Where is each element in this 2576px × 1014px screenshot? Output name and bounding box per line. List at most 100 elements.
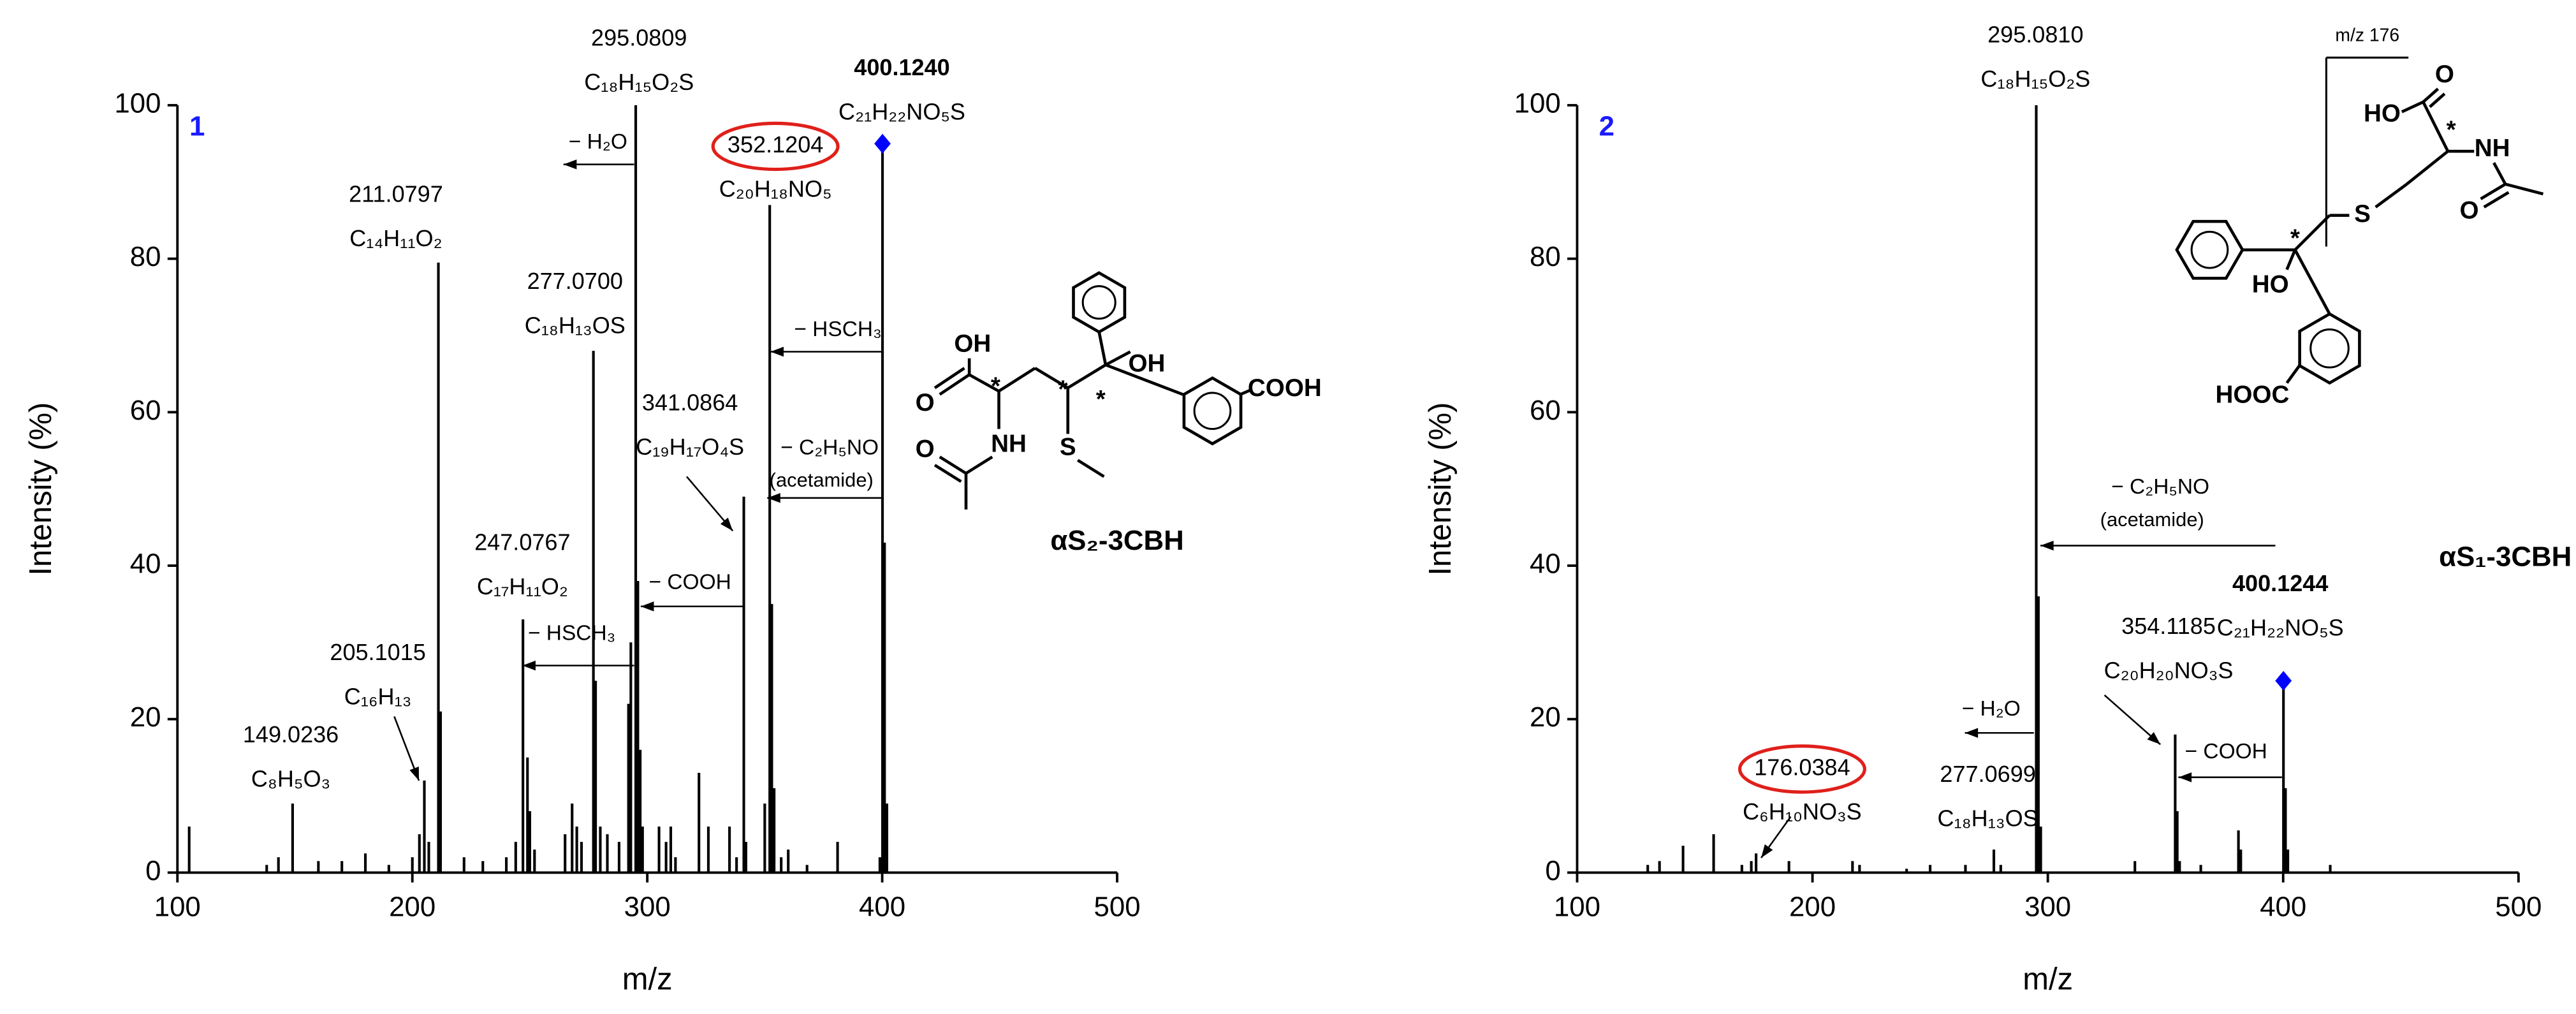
peak-pointer-head (1761, 844, 1773, 858)
atom-label: O (2435, 61, 2454, 88)
atom-label: * (1058, 376, 1067, 404)
peak-mz-label: 205.1015 (330, 639, 425, 665)
y-tick-label: 60 (1530, 395, 1561, 426)
precursor-marker (874, 133, 891, 154)
atom-label: HO (2364, 100, 2401, 128)
aromatic-circle (2309, 328, 2350, 369)
panel-label: 1 (189, 111, 205, 142)
x-tick-label: 400 (2260, 892, 2306, 923)
chemical-bond (1097, 332, 1108, 365)
neutral-loss-label: − H₂O (569, 130, 627, 154)
peak-mz-label: 211.0797 (349, 180, 443, 207)
x-tick-label: 100 (1554, 892, 1600, 923)
benzene-ring (1182, 376, 1243, 446)
atom-label: S (2354, 200, 2371, 228)
atom-label: S (1060, 434, 1076, 461)
peak-formula-label: C₆H₁₀NO₃S (1743, 798, 1862, 825)
peak-mz-label: 354.1185 (2121, 613, 2216, 639)
y-tick-label: 0 (1545, 855, 1560, 886)
y-tick-label: 20 (130, 702, 161, 733)
peak-mz-label: 341.0864 (642, 389, 738, 415)
peak-mz-label: 295.0809 (591, 25, 687, 51)
neutral-loss-label: − C₂H₅NO (780, 436, 879, 459)
y-tick-label: 100 (1514, 88, 1561, 119)
aromatic-circle (1193, 392, 1232, 430)
x-tick-label: 400 (859, 892, 905, 923)
y-axis-title: Intensity (%) (24, 402, 58, 576)
peak-formula-label: C₈H₅O₃ (251, 766, 330, 792)
atom-label: COOH (1248, 374, 1322, 402)
atom-label: OH (954, 330, 991, 357)
chemical-bond (939, 455, 967, 475)
peak-formula-label: C₁₇H₁₁O₂ (477, 573, 568, 599)
chemical-bond (1034, 367, 1069, 390)
chemical-bond (1240, 388, 1253, 396)
peak-formula-label: C₁₉H₁₇O₄S (636, 434, 744, 460)
peak-formula-label: C₂₀H₂₀NO₃S (2104, 657, 2234, 683)
chemical-bond (1076, 459, 1105, 478)
chemical-bond (1067, 364, 1107, 390)
neutral-loss-label: − H₂O (1962, 697, 2021, 721)
x-axis-title: m/z (2023, 962, 2073, 996)
atom-label: * (1096, 386, 1106, 413)
peak-mz-label: 352.1204 (728, 131, 823, 158)
atom-label: * (2447, 116, 2456, 143)
chemical-bond (2422, 87, 2440, 103)
atom-label: OH (1128, 349, 1165, 377)
chemical-bond (2480, 182, 2506, 200)
neutral-loss-arrow-head (640, 601, 654, 612)
chemical-bond (2294, 214, 2331, 251)
neutral-loss-label: − COOH (2185, 740, 2267, 763)
atom-label: O (916, 435, 935, 462)
atom-label: HOOC (2215, 381, 2289, 408)
chemical-bond (2285, 249, 2297, 270)
chemical-bond (933, 367, 965, 390)
chemical-bond (2285, 364, 2302, 384)
chemical-bond (2492, 162, 2507, 185)
compound-name: αS₂-3CBH (1050, 525, 1183, 556)
panel-label: 2 (1599, 111, 1614, 142)
benzene-ring (1072, 271, 1127, 334)
highlight-ellipse (1738, 744, 1866, 794)
peak-mz-label: 277.0700 (527, 268, 623, 294)
y-tick-label: 100 (114, 88, 161, 119)
neutral-loss-arrow-head (2040, 540, 2054, 551)
chemical-bond (2505, 182, 2544, 196)
neutral-loss-label: − C₂H₅NO (2111, 475, 2209, 499)
chemical-bond (2401, 100, 2424, 114)
x-tick-label: 500 (1094, 892, 1141, 923)
benzene-ring (2298, 312, 2361, 385)
chemical-bond (939, 373, 970, 396)
x-tick-label: 300 (624, 892, 671, 923)
x-axis-title: m/z (622, 962, 673, 996)
peak-formula-label: C₁₈H₁₅O₂S (1980, 66, 2090, 92)
neutral-loss-label: − HSCH₃ (794, 318, 881, 341)
peak-formula-label: C₂₀H₁₈NO₅ (719, 176, 832, 202)
neutral-loss-arrow-head (522, 660, 536, 671)
peak-pointer-head (720, 517, 733, 531)
x-tick-label: 200 (1789, 892, 1836, 923)
atom-label: O (2460, 197, 2479, 224)
neutral-loss-note: (acetamide) (2100, 508, 2204, 531)
aromatic-circle (2190, 230, 2229, 269)
y-tick-label: 20 (1530, 702, 1561, 733)
neutral-loss-arrow-head (770, 346, 784, 357)
atom-label: NH (991, 430, 1027, 458)
x-tick-label: 200 (389, 892, 435, 923)
x-tick-label: 300 (2024, 892, 2071, 923)
chemical-bond (2294, 249, 2331, 315)
peak-formula-label: C₁₈H₁₃OS (525, 312, 626, 338)
chemical-bond (969, 373, 1000, 393)
chemical-bond (1105, 363, 1183, 396)
peak-mz-label: 149.0236 (243, 721, 339, 747)
neutral-loss-arrow-head (1965, 728, 1979, 738)
aromatic-circle (1081, 285, 1116, 320)
peak-formula-label: C₂₁H₂₂NO₅S (838, 98, 965, 124)
peak-mz-label: 176.0384 (1754, 754, 1850, 780)
y-axis-title: Intensity (%) (1423, 402, 1458, 576)
chemical-bond (1104, 350, 1131, 367)
peak-mz-label: 400.1244 (2232, 570, 2328, 596)
y-tick-label: 60 (130, 395, 161, 426)
